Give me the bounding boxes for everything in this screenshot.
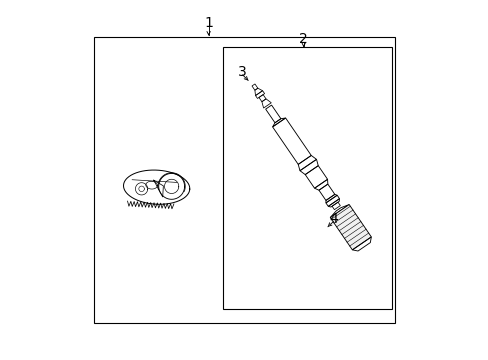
- Bar: [223, 47, 391, 309]
- Bar: [94, 37, 394, 323]
- Polygon shape: [329, 204, 370, 250]
- Text: 4: 4: [328, 212, 337, 226]
- Text: 2: 2: [299, 32, 307, 46]
- Text: 3: 3: [238, 66, 246, 80]
- Text: 1: 1: [204, 16, 213, 30]
